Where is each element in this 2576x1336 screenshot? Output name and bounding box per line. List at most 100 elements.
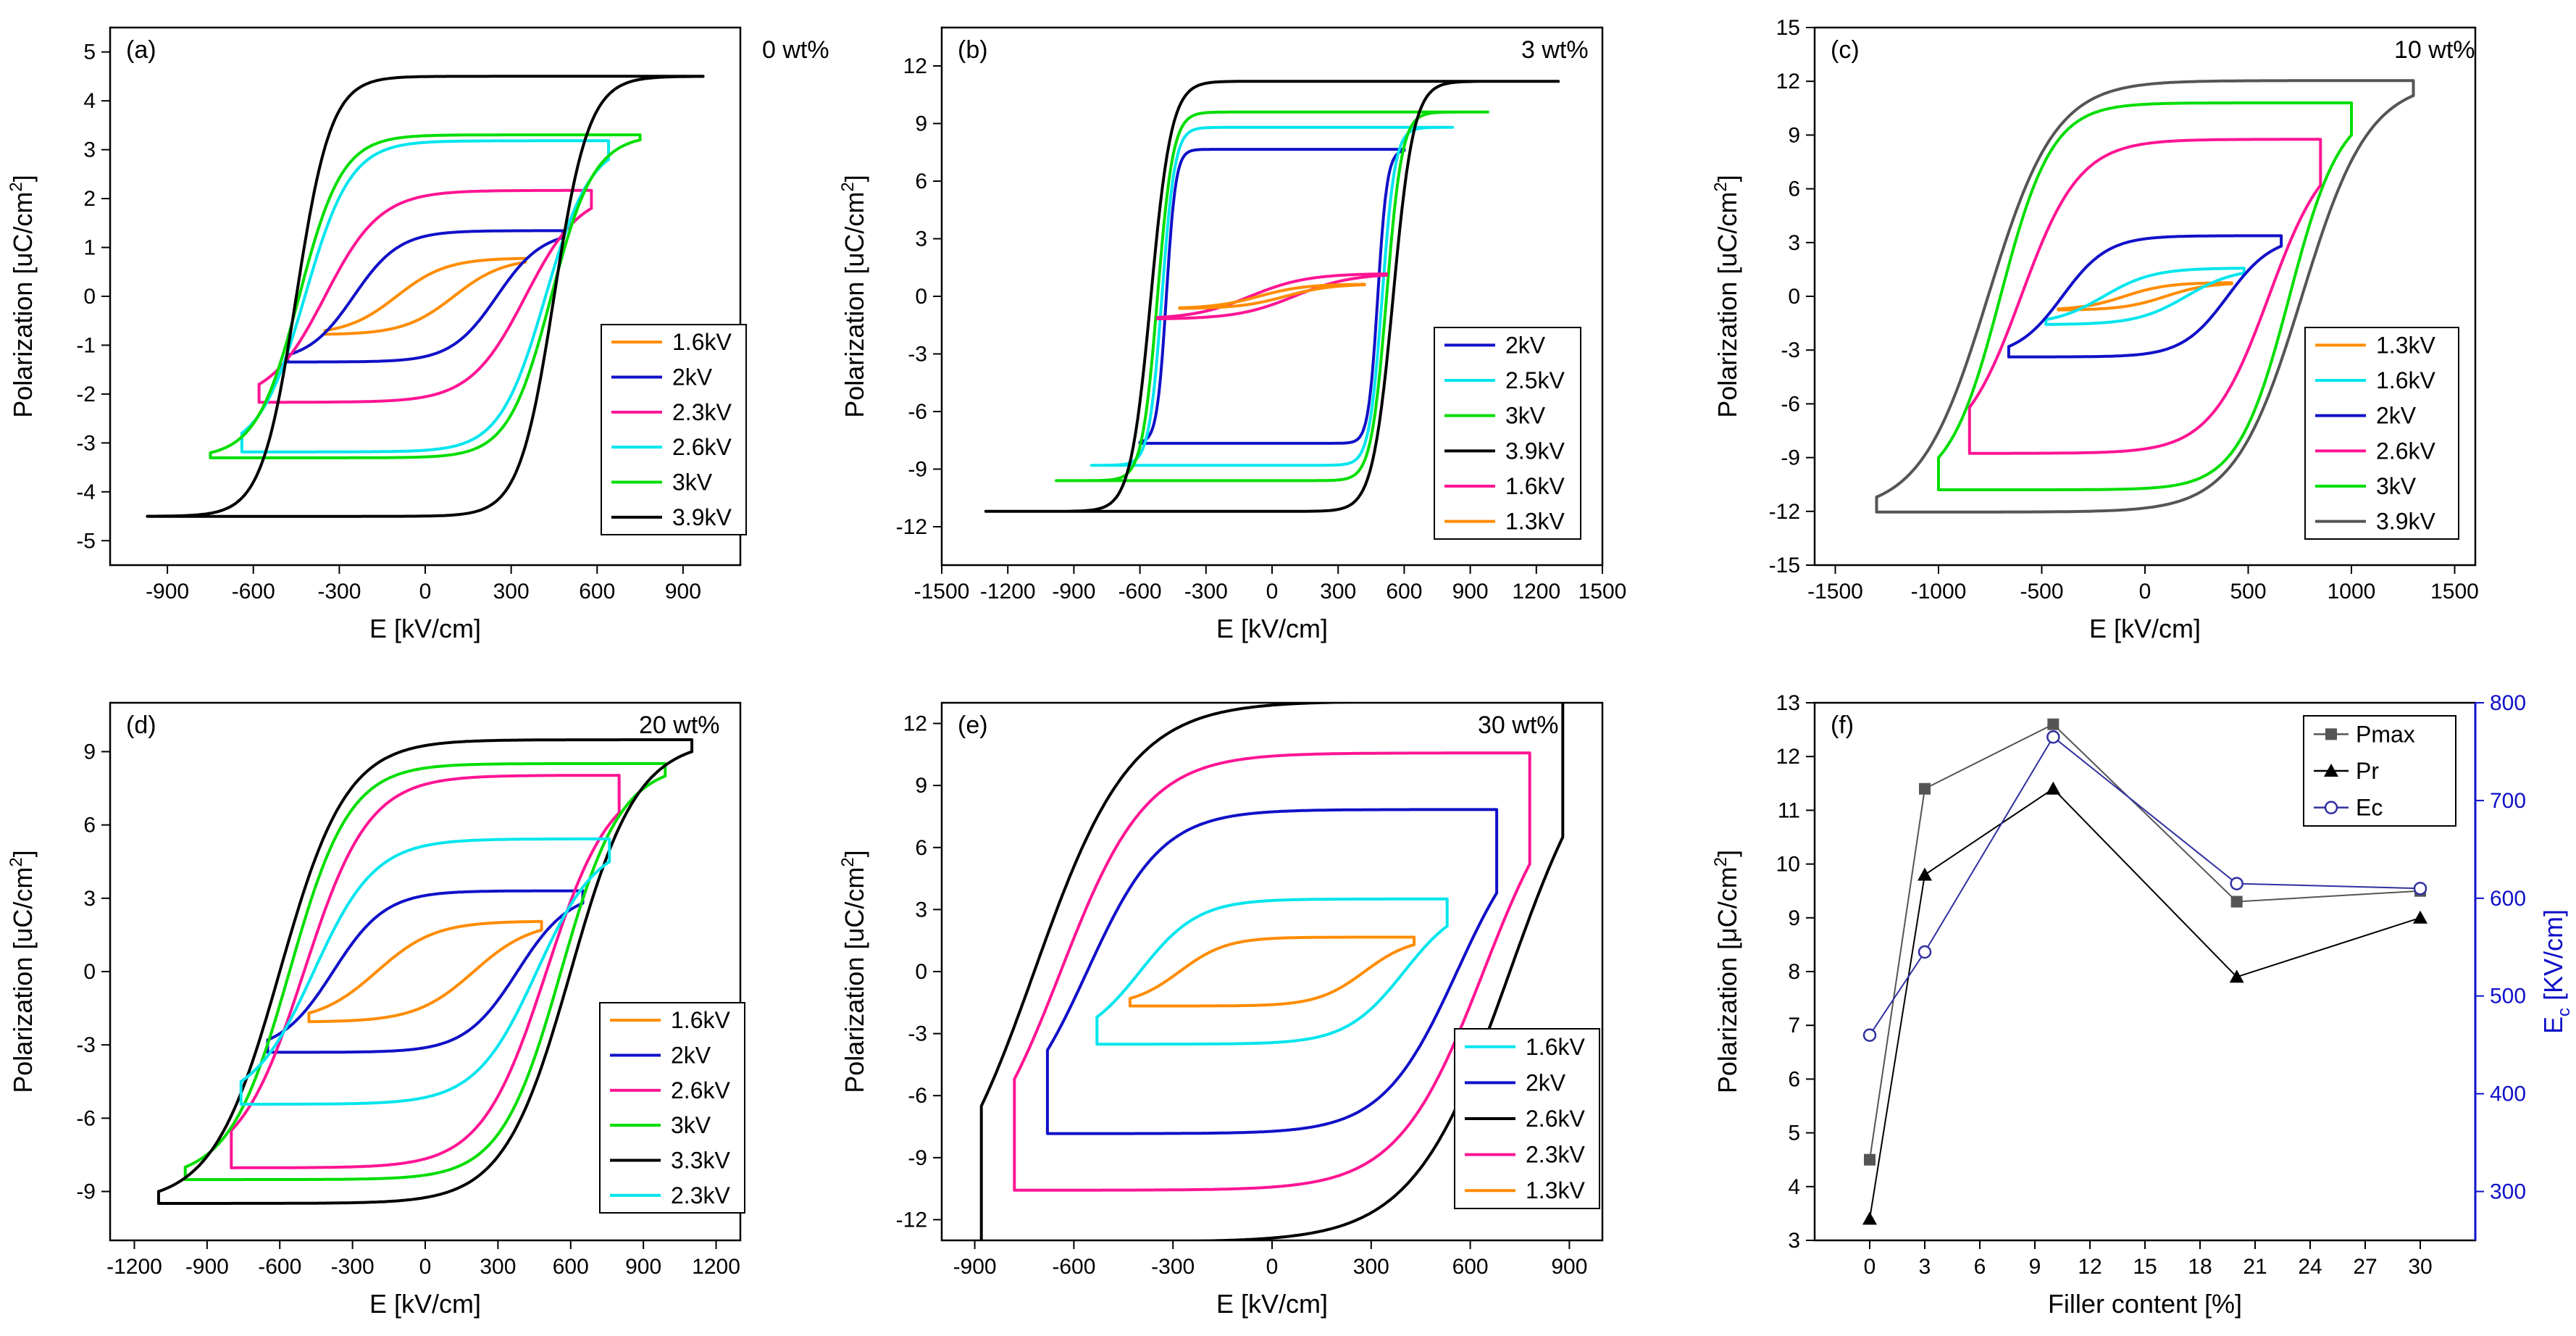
legend-label: 3kV — [1505, 403, 1546, 429]
y-tick-label: -2 — [76, 383, 96, 406]
panel-label: (c) — [1831, 36, 1860, 64]
filler-annotation: 20 wt% — [639, 711, 720, 739]
y-tick-label: 13 — [1776, 691, 1800, 715]
filler-annotation: 3 wt% — [1521, 36, 1589, 64]
y-tick-label: -15 — [1769, 554, 1800, 577]
y-tick-label: -9 — [1781, 446, 1800, 470]
x-tick-label: 1200 — [1512, 580, 1560, 604]
x-tick-label: 300 — [1320, 580, 1356, 604]
x-tick-label: 12 — [2078, 1255, 2102, 1279]
x-tick-label: -900 — [1052, 580, 1095, 604]
x-tick-label: 300 — [493, 580, 530, 604]
y-tick-label: 5 — [1788, 1122, 1800, 1145]
legend-box — [2304, 327, 2459, 540]
loop-3kV — [183, 761, 667, 1182]
legend-label: 3.9kV — [1505, 438, 1565, 464]
x-tick-label: -1500 — [914, 580, 970, 604]
y-tick-label: 0 — [83, 960, 96, 984]
loop-3kV — [1937, 101, 2353, 491]
x-tick-label: -300 — [331, 1255, 375, 1279]
loop-2.3kV — [257, 188, 593, 404]
legend-label: 1.3kV — [2376, 332, 2435, 358]
x-tick-label: -600 — [258, 1255, 301, 1279]
y-tick-label: -6 — [908, 400, 927, 424]
legend-marker — [2324, 801, 2338, 814]
loop-2.6kV — [240, 139, 611, 454]
y-tick-label: 12 — [1776, 70, 1800, 93]
y-tick-label: 12 — [903, 54, 927, 78]
x-tick-label: 18 — [2188, 1255, 2212, 1279]
legend-label: 2.6kV — [672, 434, 732, 460]
filler-annotation: 30 wt% — [1478, 711, 1559, 739]
x-tick-label: 0 — [419, 580, 432, 604]
y-tick-label: 2 — [83, 187, 96, 211]
panel-label: (a) — [126, 36, 156, 64]
legend-label: 2.6kV — [671, 1077, 730, 1103]
legend-label: 3.9kV — [2376, 509, 2435, 535]
y-tick-label: -3 — [76, 431, 96, 455]
y-tick-label: 6 — [915, 836, 927, 860]
y-tick-label: -3 — [908, 1022, 927, 1046]
y-axis-label: Polarization [uC/cm2] — [838, 175, 869, 418]
legend-box — [1434, 327, 1581, 540]
y-axis-label: Polarization [μC/cm2] — [1711, 850, 1742, 1093]
x-tick-label: 6 — [1974, 1255, 1986, 1279]
x-tick-label: 0 — [2139, 580, 2151, 604]
y-tick-label: -9 — [908, 1146, 927, 1170]
legend-label: 2kV — [1526, 1069, 1566, 1095]
hysteresis-panel-d: -1200 -900 -600 -300 0 300 600 900 1200 -9 -6 -3 0 3 6… — [7, 701, 745, 1319]
y-tick-label: -3 — [1781, 338, 1800, 362]
y-tick-label: 6 — [915, 170, 927, 193]
y-tick-label: 11 — [1778, 798, 1800, 822]
y-tick-label: -12 — [1769, 500, 1800, 524]
hysteresis-panel-e: -900 -600 -300 0 300 600 900 -12 -9 -6 -3 0 3 6 9 12 E [… — [838, 701, 1604, 1319]
x-tick-label: 1500 — [1578, 580, 1627, 604]
x-tick-label: -300 — [1151, 1255, 1195, 1279]
point-Pr — [2229, 969, 2244, 983]
y-tick-label: 1 — [83, 236, 96, 260]
loop-2.6kV — [1967, 138, 2322, 455]
point-Pr — [1918, 867, 1932, 881]
legend-label: 1.6kV — [1526, 1034, 1585, 1060]
y-axis-label: Polarization [uC/cm2] — [838, 850, 869, 1093]
y-tick-label: 4 — [83, 89, 96, 113]
x-tick-label: 0 — [1864, 1255, 1876, 1279]
y-axis-label: Polarization [uC/cm2] — [1711, 175, 1742, 418]
loop-3.9kV — [146, 75, 705, 518]
filler-annotation: 10 wt% — [2394, 36, 2475, 64]
hysteresis-panel-c: -1500 -1000 -500 0 500 1000 1500 -15 -12 -9 -6 -3 0 3… — [1711, 16, 2479, 643]
loop-2.5kV — [1090, 125, 1455, 467]
x-tick-label: -300 — [1184, 580, 1228, 604]
y-tick-label: 6 — [83, 814, 96, 838]
x-tick-label: 1000 — [2328, 580, 2376, 604]
legend-marker — [2324, 764, 2338, 777]
loop-2.6kV — [979, 703, 1565, 1240]
loop-3.3kV — [156, 738, 694, 1205]
x-tick-label: -1200 — [106, 1255, 162, 1279]
y-tick-label: 9 — [915, 112, 927, 136]
x-tick-label: 15 — [2133, 1255, 2157, 1279]
x-tick-label: -1000 — [1911, 580, 1967, 604]
legend-label: 2.5kV — [1505, 367, 1565, 393]
y-tick-label: -3 — [76, 1033, 96, 1057]
x-tick-label: 1500 — [2430, 580, 2479, 604]
y-tick-label: 3 — [1788, 231, 1800, 255]
y2-tick-label: 600 — [2490, 887, 2526, 911]
x-tick-label: 900 — [1551, 1255, 1587, 1279]
y-tick-label: 12 — [1776, 745, 1800, 769]
legend-label: 2kV — [671, 1043, 711, 1069]
x-tick-label: 27 — [2353, 1255, 2377, 1279]
x-axis-label: E [kV/cm] — [1216, 1289, 1328, 1319]
legend-label: 2kV — [1505, 332, 1546, 358]
legend-label: 3kV — [2376, 473, 2417, 499]
loop-1.3kV — [1178, 283, 1366, 310]
loop-1.3kV — [2057, 281, 2233, 312]
filler-annotation: 0 wt% — [762, 36, 829, 64]
y-axis-label: Polarization [uC/cm2] — [7, 850, 38, 1093]
x-tick-label: 1200 — [692, 1255, 740, 1279]
y2-tick-label: 800 — [2490, 691, 2526, 715]
loop-1.6kV — [1155, 272, 1389, 320]
y-tick-label: 15 — [1776, 16, 1800, 40]
y-tick-label: 0 — [83, 285, 96, 309]
x-tick-label: 600 — [1452, 1255, 1489, 1279]
